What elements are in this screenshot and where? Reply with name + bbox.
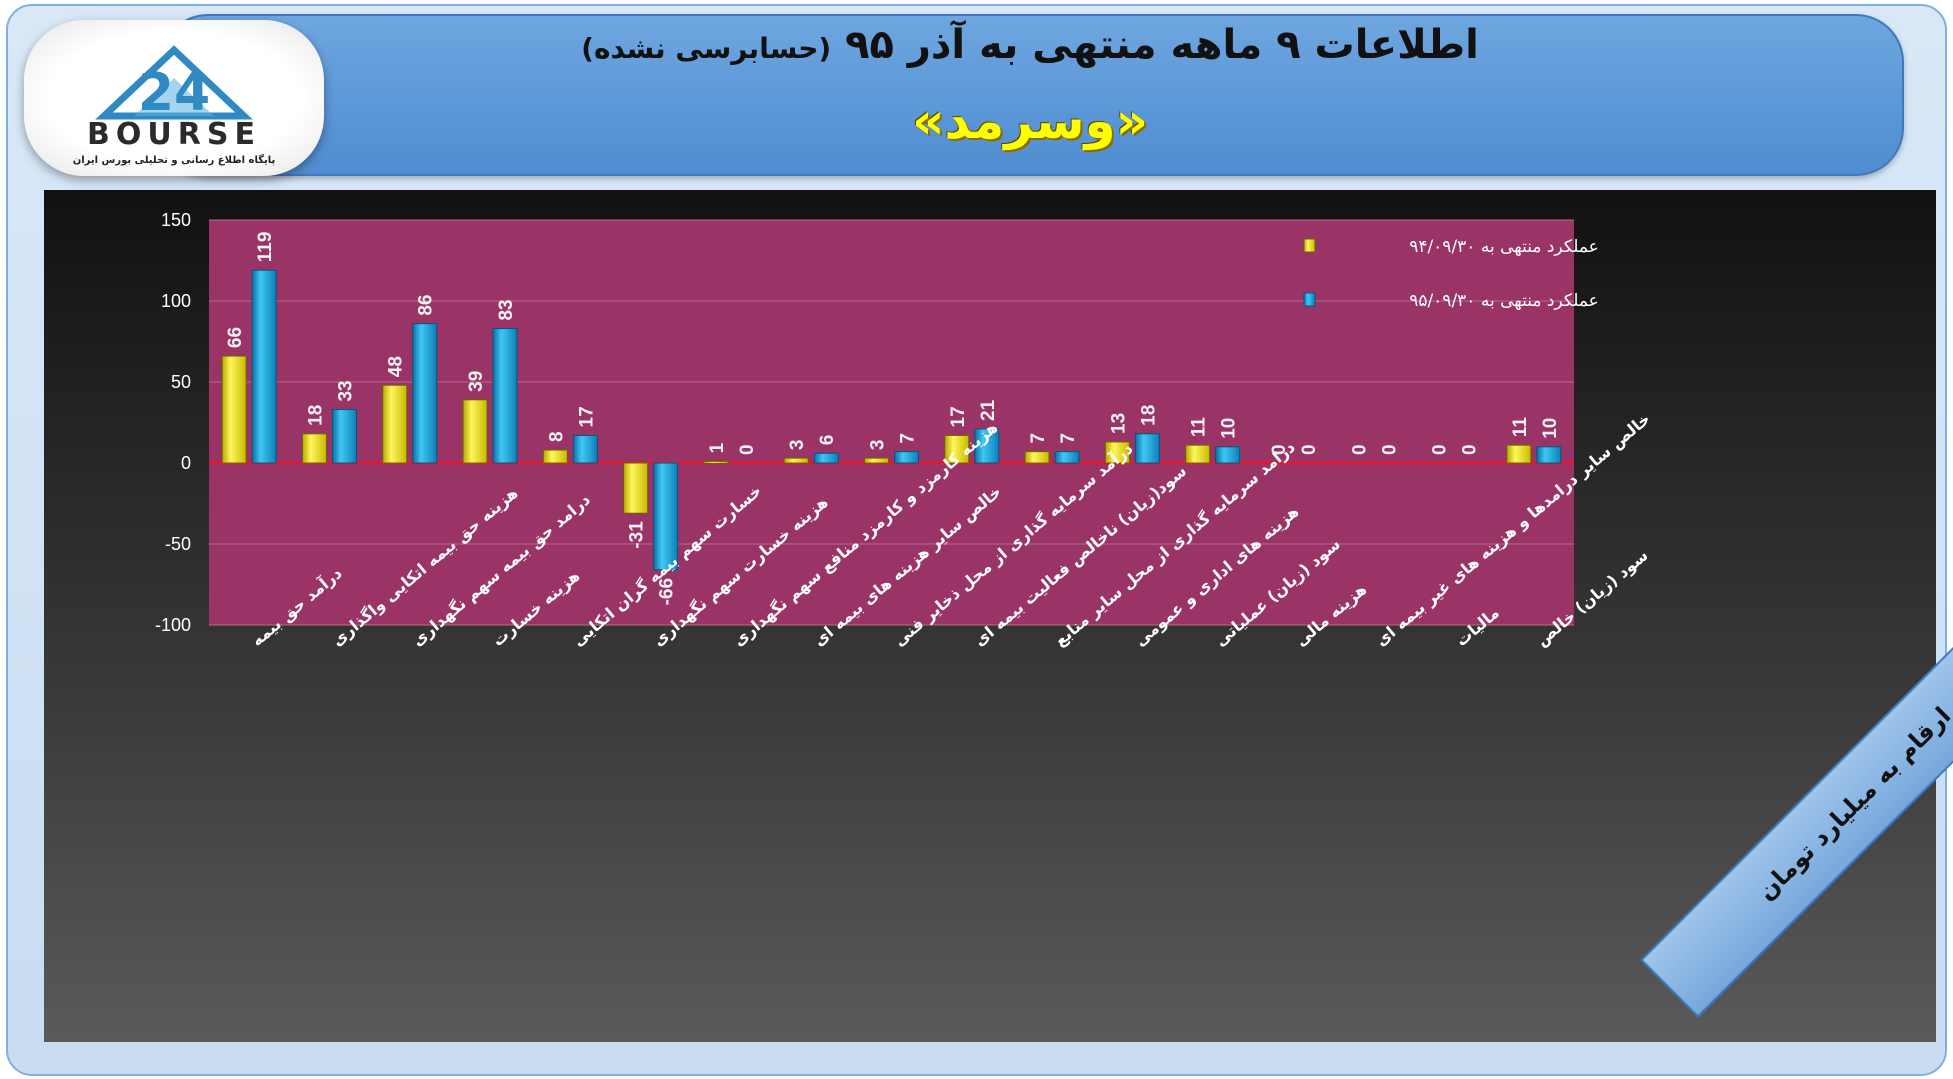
y-tick-label: -100 — [155, 615, 191, 635]
bar-series-2 — [251, 269, 277, 464]
data-label: 1 — [707, 442, 728, 453]
bar-series-2 — [1134, 433, 1160, 464]
bar-series-2 — [1054, 451, 1080, 464]
title-note: (حسابرسی نشده) — [581, 32, 832, 65]
logo-tagline: پایگاه اطلاع رسانی و تحلیلی بورس ایران — [73, 153, 276, 166]
company-name: «وسرمد» — [912, 92, 1148, 150]
data-label: 0 — [1460, 444, 1481, 455]
legend-swatch — [1303, 238, 1316, 253]
bar-series-2 — [1536, 446, 1562, 464]
data-label: -31 — [627, 521, 648, 549]
data-label: 39 — [466, 371, 487, 392]
logo-wordmark: BOURSE — [87, 117, 261, 152]
bar-series-1 — [864, 457, 889, 464]
data-label: 33 — [335, 380, 356, 401]
bar-series-1 — [382, 384, 408, 464]
data-label: 18 — [1138, 405, 1159, 426]
bar-series-2 — [331, 409, 357, 464]
data-label: 17 — [576, 406, 597, 427]
bar-series-2 — [1215, 446, 1241, 464]
data-label: 0 — [1430, 444, 1451, 455]
data-label: 8 — [546, 431, 567, 442]
bar-series-2 — [492, 328, 518, 464]
data-label: 11 — [1189, 417, 1210, 438]
data-label: 6 — [817, 435, 838, 446]
bar-series-1 — [1104, 441, 1130, 464]
bar-series-1 — [783, 457, 809, 464]
bar-series-2 — [653, 462, 679, 571]
title-main: اطلاعات ۹ ماهه منتهی به آذر ۹۵ — [845, 22, 1479, 68]
data-label: 0 — [1269, 444, 1290, 455]
bar-series-1 — [462, 399, 488, 464]
data-label: 0 — [1379, 444, 1400, 455]
bar-series-1 — [301, 433, 327, 464]
bar-series-1 — [623, 462, 649, 514]
data-label: 0 — [1299, 444, 1320, 455]
bar-series-2 — [813, 452, 839, 464]
y-tick-label: 0 — [181, 453, 191, 473]
data-label: 17 — [948, 406, 969, 427]
bar-series-2 — [412, 323, 438, 464]
legend-label: عملکرد منتهی به ۹۴/۰۹/۳۰ — [1409, 237, 1599, 257]
data-label: 7 — [898, 433, 919, 444]
bar-series-2 — [572, 434, 598, 464]
data-label: 119 — [255, 232, 276, 263]
data-label: 21 — [978, 399, 999, 421]
legend-swatch — [1303, 292, 1316, 307]
data-label: 83 — [496, 299, 517, 320]
bar-series-1 — [1185, 444, 1211, 464]
logo-number: 24 — [138, 63, 210, 123]
bar-series-1 — [944, 434, 970, 464]
data-label: 66 — [225, 327, 246, 348]
chart-panel: 66 119 18 33 48 86 39 83 8 17 -31 -66 1 0 3 6 3 7 17 21 7 7 13… — [44, 190, 1936, 1042]
bar-series-2 — [894, 451, 919, 464]
bar-series-1 — [221, 355, 247, 464]
data-label: 10 — [1540, 418, 1561, 439]
data-label: 18 — [305, 405, 326, 426]
data-label: -66 — [657, 578, 678, 605]
bar-series-1 — [703, 460, 729, 464]
data-label: 13 — [1108, 413, 1129, 434]
bourse24-logo: 24 BOURSE پایگاه اطلاع رسانی و تحلیلی بو… — [24, 20, 324, 176]
logo-mark-icon: 24 BOURSE پایگاه اطلاع رسانی و تحلیلی بو… — [73, 45, 276, 166]
y-tick-label: 150 — [161, 210, 191, 230]
data-label: 48 — [386, 356, 407, 377]
data-label: 10 — [1219, 418, 1240, 439]
bar-series-1 — [1024, 451, 1050, 464]
data-label: 86 — [416, 295, 437, 316]
y-tick-label: 50 — [171, 372, 191, 392]
page-title: اطلاعات ۹ ماهه منتهی به آذر ۹۵ (حسابرسی … — [160, 22, 1900, 68]
data-label: 3 — [787, 440, 808, 451]
y-tick-label: 100 — [161, 291, 191, 311]
data-label: 0 — [1349, 444, 1370, 455]
title-banner — [160, 14, 1904, 176]
data-label: 11 — [1510, 417, 1531, 438]
data-label: 0 — [737, 444, 758, 455]
data-label: 7 — [1028, 433, 1049, 444]
bar-series-1 — [1506, 444, 1532, 464]
data-label: 3 — [868, 440, 889, 451]
y-tick-label: -50 — [165, 534, 191, 554]
bar-series-2 — [974, 428, 1000, 464]
data-label: 7 — [1058, 433, 1079, 444]
legend-label: عملکرد منتهی به ۹۵/۰۹/۳۰ — [1409, 291, 1599, 311]
bar-series-1 — [542, 449, 568, 464]
